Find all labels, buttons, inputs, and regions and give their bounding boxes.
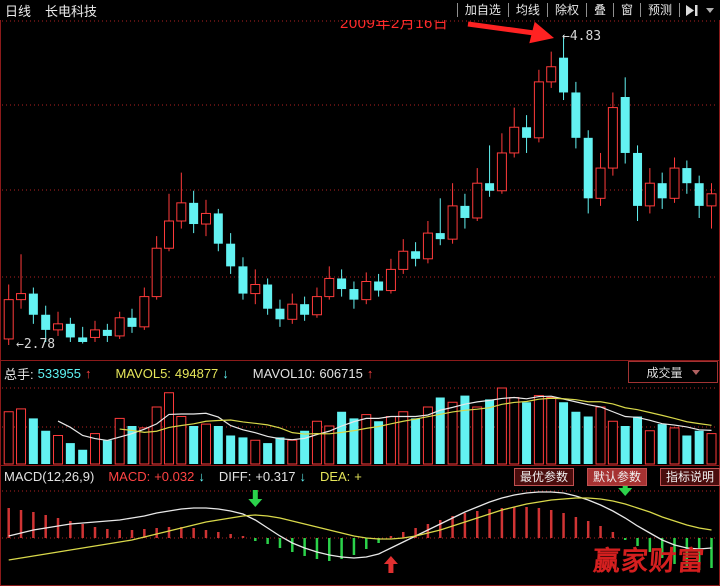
toolbar-dropdown-caret-icon[interactable] [706, 7, 714, 13]
total-hands-value: 533955 [37, 366, 82, 381]
peak-price-label: ←4.83 [562, 29, 601, 44]
period-label[interactable]: 日线 [5, 3, 32, 19]
stock-name-label: 长电科技 [45, 3, 98, 19]
toolbar-button-list: 加自选 均线 除权叠窗预测 [456, 0, 679, 20]
mavol10-label: MAVOL10: [252, 366, 316, 381]
mavol10-value: 606715 [319, 366, 363, 381]
down-arrow-icon: ↓ [299, 469, 306, 484]
param-button-1[interactable]: 默认参数 [587, 468, 648, 486]
total-hands-label: 总手: [4, 367, 34, 382]
toolbar-button-3[interactable]: 叠 [585, 3, 613, 17]
down-arrow-icon: ↓ [222, 366, 229, 381]
mavol10-readout: MAVOL10: 606715 ↑ [253, 366, 374, 381]
total-hands-readout: 总手: 533955 ↑ [4, 364, 92, 383]
low-price-label: ←2.78 [16, 337, 55, 352]
toolbar-button-0[interactable]: 加自选 [456, 3, 508, 17]
macd-pane-header: MACD(12,26,9) MACD: +0.032 ↓ DIFF: +0.31… [4, 469, 362, 484]
mavol5-value: 494877 [174, 366, 219, 381]
up-arrow-icon: ↑ [366, 366, 374, 381]
toolbar-icon-group [679, 3, 720, 17]
mavol5-label: MAVOL5: [115, 366, 171, 381]
macd-param-buttons: 最优参数 默认参数 指标说明 [514, 468, 720, 486]
top-toolbar: 日线 长电科技 加自选 均线 除权叠窗预测 [0, 0, 720, 20]
up-arrow-icon: ↑ [85, 366, 92, 381]
indicator-selector-label: 成交量 [646, 365, 683, 380]
param-button-2[interactable]: 指标说明 [660, 468, 720, 486]
macd-readout: MACD: +0.032 ↓ [108, 469, 205, 484]
param-button-0[interactable]: 最优参数 [514, 468, 575, 486]
toolbar-button-4[interactable]: 窗 [612, 3, 640, 17]
toolbar-button-2[interactable]: 除权 [546, 3, 586, 17]
watermark: 赢家财富网 [589, 546, 707, 586]
toolbar-button-5[interactable]: 预测 [639, 3, 679, 17]
peak-price-value: 4.83 [569, 29, 602, 44]
chart-title-group: 日线 长电科技 [0, 1, 97, 20]
macd-label: MACD: [108, 469, 151, 484]
toolbar-button-1[interactable]: 均线 [507, 3, 547, 17]
low-price-value: 2.78 [23, 337, 56, 352]
dea-label: DEA: [319, 469, 351, 484]
left-arrow-icon: ← [16, 337, 24, 352]
selector-dropdown-caret-icon [691, 369, 700, 375]
diff-label: DIFF: [218, 469, 252, 484]
toolbar-buttons: 加自选 均线 除权叠窗预测 [456, 0, 720, 20]
diff-value: +0.317 [255, 469, 296, 484]
volume-pane-header: 总手: 533955 ↑ MAVOL5: 494877 ↓ MAVOL10: 6… [4, 364, 373, 383]
down-arrow-icon: ↓ [198, 469, 205, 484]
diff-readout: DIFF: +0.317 ↓ [219, 469, 306, 484]
mavol5-readout: MAVOL5: 494877 ↓ [116, 366, 229, 381]
macd-title: MACD(12,26,9) [4, 469, 95, 484]
dea-readout: DEA: + [320, 469, 362, 484]
macd-value: +0.032 [154, 469, 195, 484]
dea-value: + [354, 469, 362, 484]
indicator-selector-volume[interactable]: 成交量 [628, 361, 718, 383]
left-arrow-icon: ← [562, 29, 570, 44]
skip-forward-icon[interactable] [686, 4, 699, 16]
